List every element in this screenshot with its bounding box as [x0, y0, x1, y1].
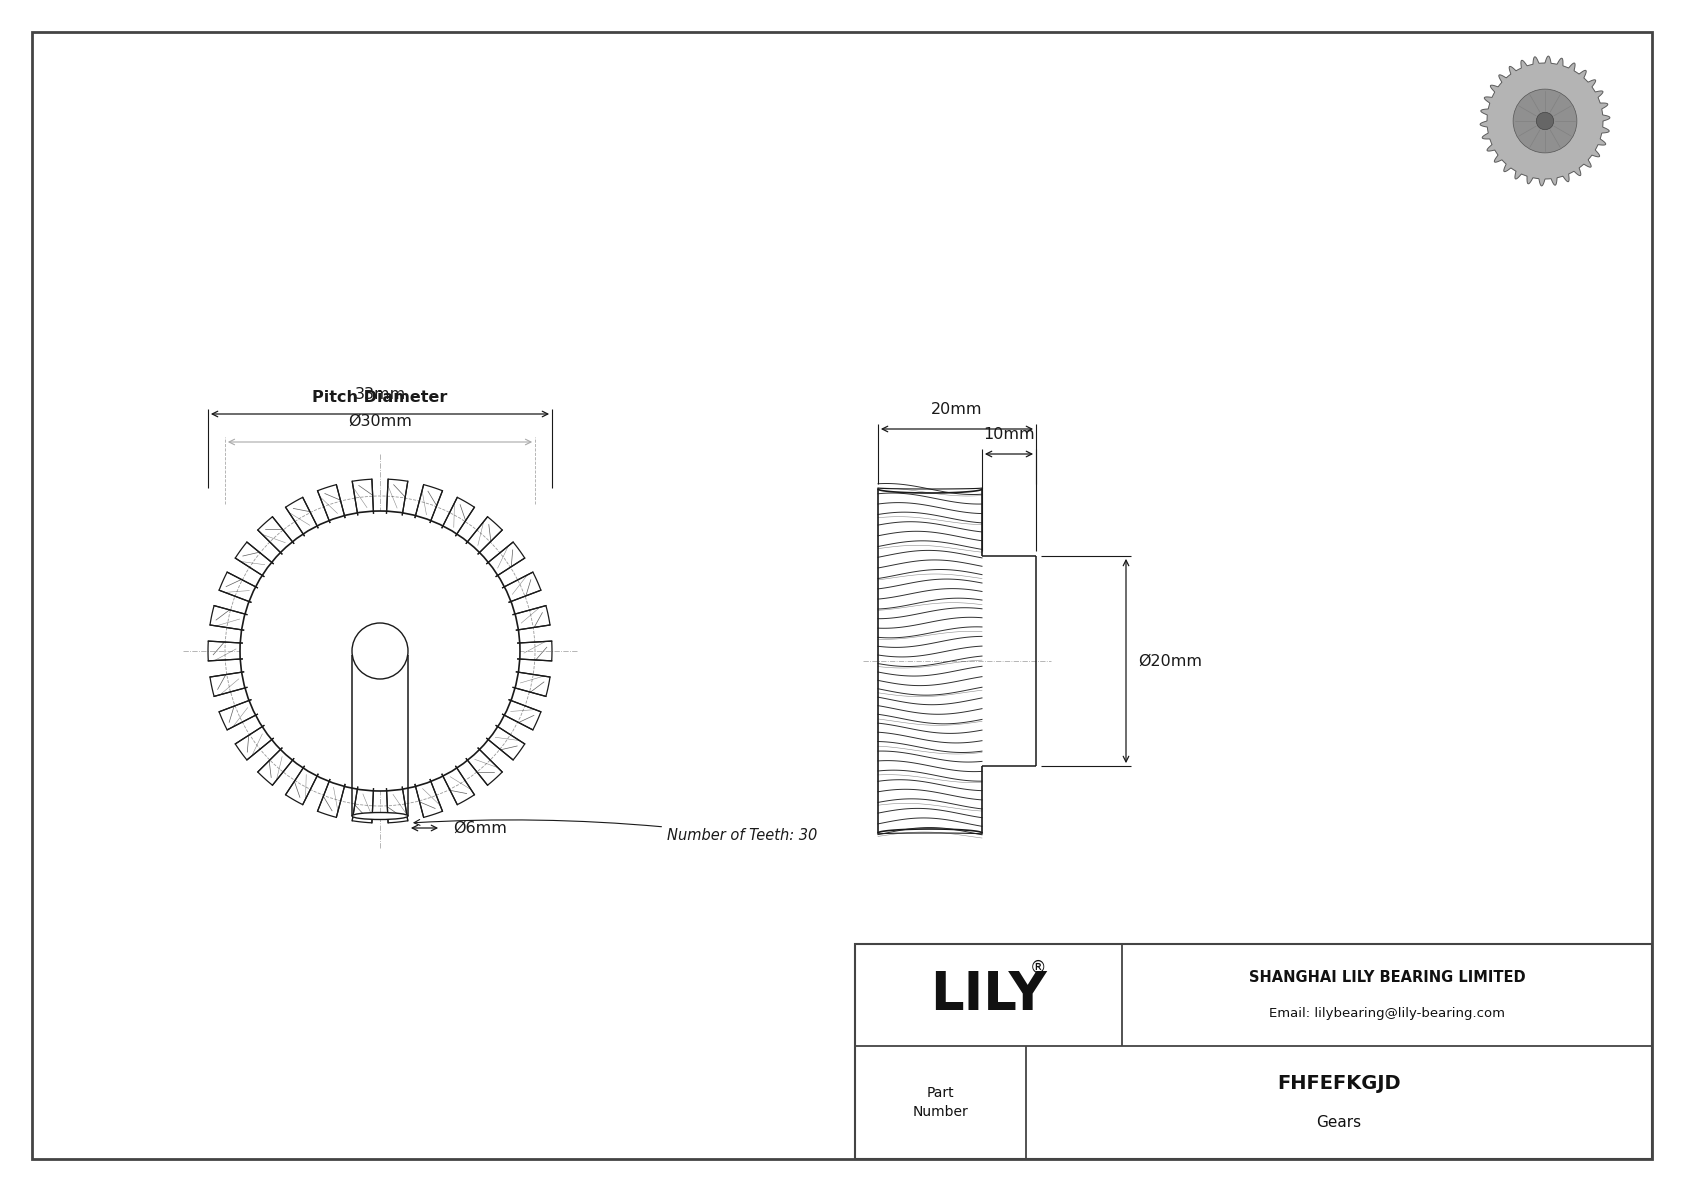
- Text: 20mm: 20mm: [931, 403, 983, 417]
- Text: ®: ®: [1031, 959, 1047, 977]
- Circle shape: [352, 623, 408, 679]
- Text: Email: lilybearing@lily-bearing.com: Email: lilybearing@lily-bearing.com: [1270, 1006, 1505, 1019]
- Text: Ø20mm: Ø20mm: [1138, 654, 1202, 668]
- Ellipse shape: [352, 812, 408, 819]
- Circle shape: [1536, 112, 1554, 130]
- Text: 10mm: 10mm: [983, 428, 1034, 442]
- Text: Pitch Diameter: Pitch Diameter: [312, 389, 448, 405]
- Text: 33mm: 33mm: [354, 387, 406, 403]
- Text: Number of Teeth: 30: Number of Teeth: 30: [414, 819, 817, 843]
- Circle shape: [241, 511, 520, 791]
- Text: LILY: LILY: [930, 969, 1047, 1021]
- Text: FHFEFKGJD: FHFEFKGJD: [1278, 1074, 1401, 1093]
- Bar: [855, 944, 1652, 1159]
- Text: Part
Number: Part Number: [913, 1086, 968, 1120]
- Text: Ø30mm: Ø30mm: [349, 414, 413, 429]
- Polygon shape: [1480, 56, 1610, 186]
- Text: Ø6mm: Ø6mm: [453, 821, 507, 836]
- Text: SHANGHAI LILY BEARING LIMITED: SHANGHAI LILY BEARING LIMITED: [1248, 969, 1526, 985]
- Circle shape: [1514, 89, 1576, 152]
- Text: Gears: Gears: [1317, 1115, 1362, 1130]
